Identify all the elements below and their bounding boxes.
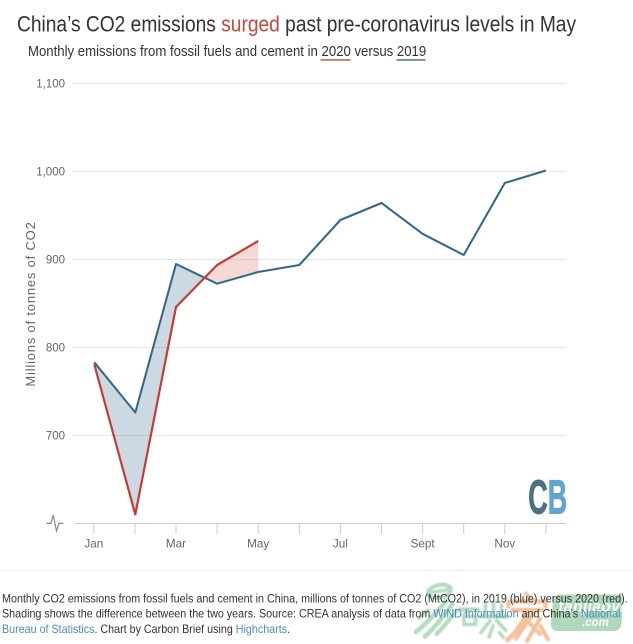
svg-text:Millions of tonnes of CO2: Millions of tonnes of CO2 bbox=[23, 221, 38, 386]
svg-text:China’s CO2 emissions surged p: China’s CO2 emissions surged past pre-co… bbox=[17, 12, 577, 37]
svg-text:Nov: Nov bbox=[494, 538, 515, 551]
svg-text:.com: .com bbox=[582, 617, 609, 629]
svg-text:Monthly CO2 emissions from fos: Monthly CO2 emissions from fossil fuels … bbox=[2, 593, 628, 605]
svg-text:tanjiaoyi: tanjiaoyi bbox=[559, 599, 626, 616]
svg-text:1,100: 1,100 bbox=[36, 79, 65, 91]
svg-text:Bureau of Statistics. Chart by: Bureau of Statistics. Chart by Carbon Br… bbox=[2, 624, 290, 637]
svg-text:Jan: Jan bbox=[84, 538, 103, 551]
svg-text:Sept: Sept bbox=[411, 538, 436, 551]
svg-text:Jul: Jul bbox=[333, 538, 348, 551]
svg-text:Shading shows the difference b: Shading shows the difference between the… bbox=[2, 608, 620, 620]
svg-text:May: May bbox=[247, 538, 269, 551]
svg-text:800: 800 bbox=[46, 343, 65, 355]
svg-text:700: 700 bbox=[46, 431, 65, 443]
svg-text:Monthly emissions from fossil: Monthly emissions from fossil fuels and … bbox=[28, 42, 426, 59]
svg-text:CB: CB bbox=[528, 472, 567, 525]
svg-text:Mar: Mar bbox=[166, 538, 186, 551]
svg-text:900: 900 bbox=[46, 255, 65, 267]
svg-text:1,000: 1,000 bbox=[36, 167, 65, 179]
